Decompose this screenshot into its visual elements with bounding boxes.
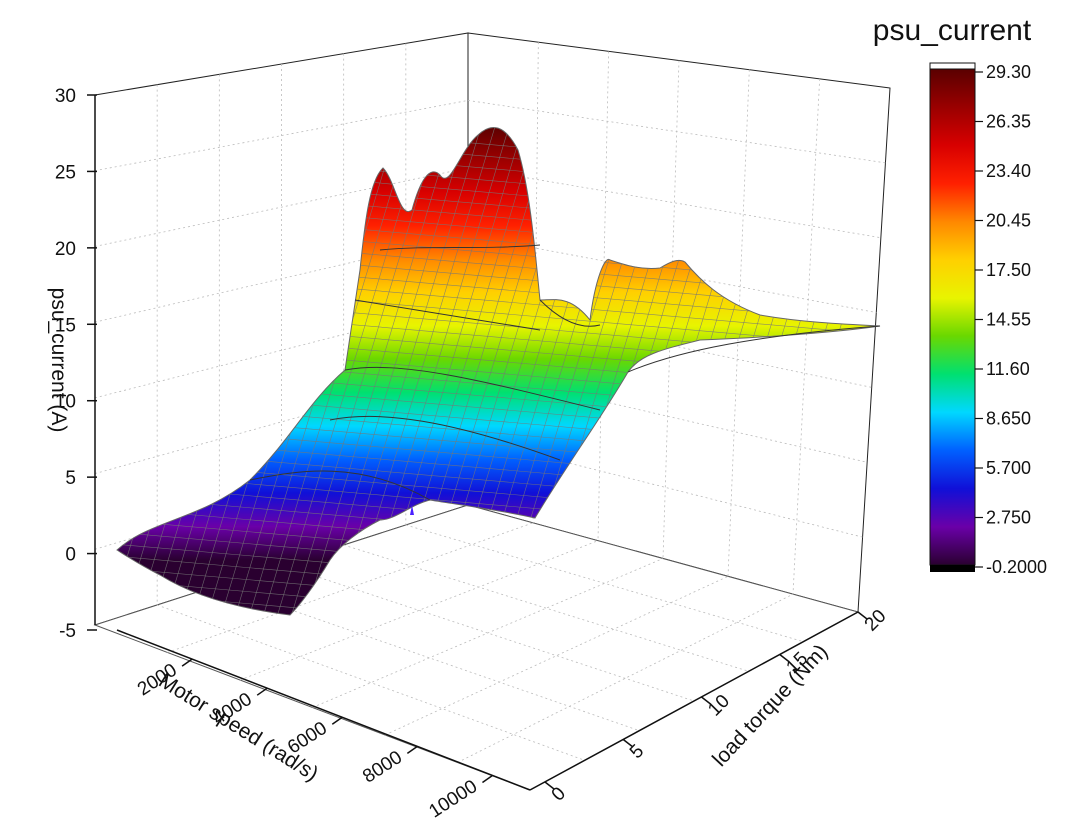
y-tick-mark (857, 611, 868, 620)
x-tick-label: 8000 (359, 747, 406, 788)
grid-line (792, 78, 821, 595)
contour-line (249, 470, 431, 501)
y-tick-label: 20 (861, 606, 891, 636)
x-tick-label: 10000 (425, 776, 481, 822)
colorbar: psu_current 29.30 26.35 23.40 20.45 17.50 14.… (873, 14, 1047, 577)
grid-line (312, 558, 664, 708)
grid-line (343, 544, 749, 672)
colorbar-label: 11.60 (986, 359, 1030, 379)
colorbar-label: 20.45 (986, 211, 1031, 231)
z-axis-ticks: -5 0 5 10 15 20 25 30 (55, 86, 97, 642)
colorbar-label: 14.55 (986, 310, 1031, 330)
z-tick-label: 30 (55, 86, 76, 107)
mesh-line (0, 110, 94, 640)
grid-line (94, 234, 469, 323)
contour-line (344, 366, 601, 411)
grid-line (662, 60, 680, 559)
colorbar-label: 29.30 (986, 62, 1031, 82)
colorbar-label: 2.750 (986, 508, 1031, 528)
colorbar-label: -0.2000 (986, 557, 1047, 577)
grid-line (157, 604, 585, 761)
z-tick-label: 10 (55, 392, 76, 413)
y-tick-label: 0 (548, 783, 570, 805)
grid-line (94, 167, 469, 247)
contour-line (627, 325, 881, 373)
grid-line (94, 100, 469, 172)
x-tick-mark (181, 658, 193, 667)
colorbar-bar (929, 68, 976, 566)
colorbar-label: 8.650 (986, 409, 1031, 429)
mesh-line (117, 589, 880, 616)
x-tick-mark (406, 745, 418, 754)
x-tick-mark (482, 774, 493, 784)
colorbar-label: 23.40 (986, 161, 1031, 181)
grid-line (597, 51, 610, 541)
y-tick-mark (544, 781, 555, 790)
grid-line (281, 564, 695, 702)
surface-fill (116, 126, 881, 616)
y-tick-mark (779, 653, 790, 663)
colorbar-label: 5.700 (986, 458, 1031, 478)
grid-line (467, 369, 868, 463)
colorbar-label: 17.50 (986, 260, 1031, 280)
contour-line (354, 299, 541, 331)
contour-line (329, 415, 561, 461)
x-tick-mark (331, 716, 343, 725)
z-tick-label: 5 (65, 468, 76, 489)
grid-line (405, 524, 804, 643)
y-tick-mark (701, 696, 711, 705)
x-axis-line (116, 629, 531, 791)
colorbar-title: psu_current (873, 14, 1032, 47)
z-tick-label: -5 (59, 621, 76, 642)
y-axis-line (529, 611, 859, 791)
y-tick-label: 5 (626, 741, 648, 763)
z-tick-label: 0 (65, 545, 76, 566)
spike (410, 505, 414, 515)
colorbar-frame-top (929, 62, 976, 70)
z-tick-label: 15 (55, 315, 76, 336)
y-tick-label: 10 (704, 691, 734, 721)
x-tick-mark (256, 687, 268, 696)
colorbar-frame-bottom (930, 565, 975, 572)
z-tick-label: 25 (55, 162, 76, 183)
colorbar-labels: 29.30 26.35 23.40 20.45 17.50 14.55 11.60 8.650… (975, 62, 1047, 577)
z-axis-title: psu_current (A) (47, 288, 70, 433)
colorbar-label: 26.35 (986, 112, 1031, 132)
z-tick-label: 20 (55, 239, 76, 260)
grid-line (239, 540, 599, 681)
contour-line (379, 244, 541, 251)
y-tick-mark (622, 738, 633, 748)
contour-line (539, 299, 601, 327)
